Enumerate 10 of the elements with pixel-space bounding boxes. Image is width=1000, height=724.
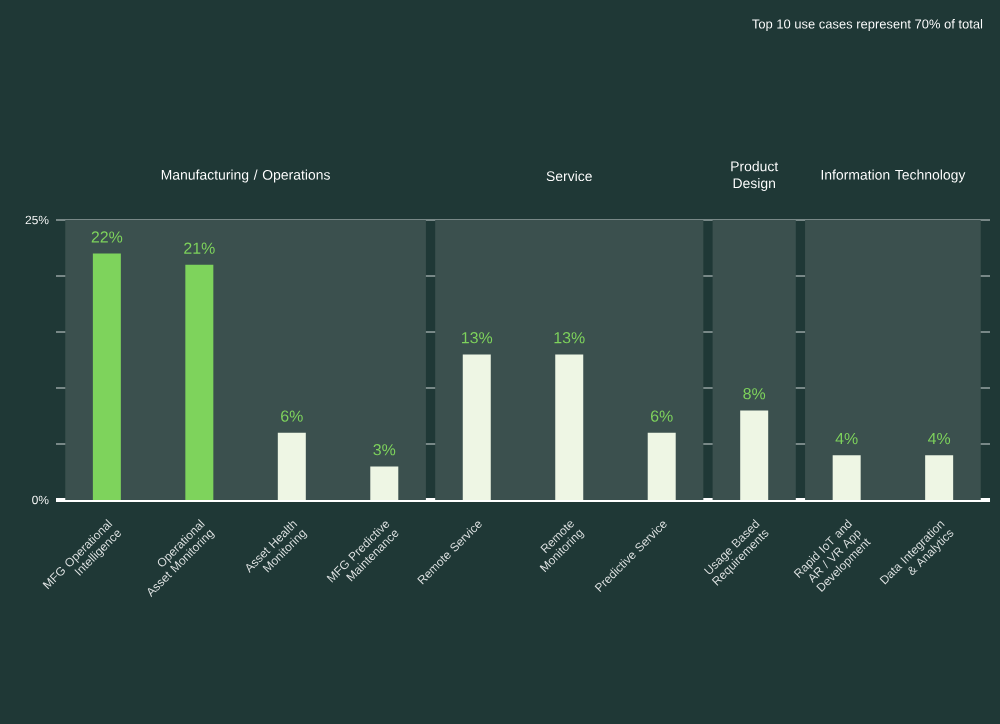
bar xyxy=(925,455,954,500)
bar xyxy=(277,432,306,500)
bar xyxy=(370,466,399,500)
bar xyxy=(555,354,584,500)
bar xyxy=(832,455,861,500)
bar xyxy=(647,432,676,500)
bar xyxy=(185,264,214,500)
bar xyxy=(92,253,121,500)
bar xyxy=(462,354,491,500)
bar xyxy=(740,410,769,500)
